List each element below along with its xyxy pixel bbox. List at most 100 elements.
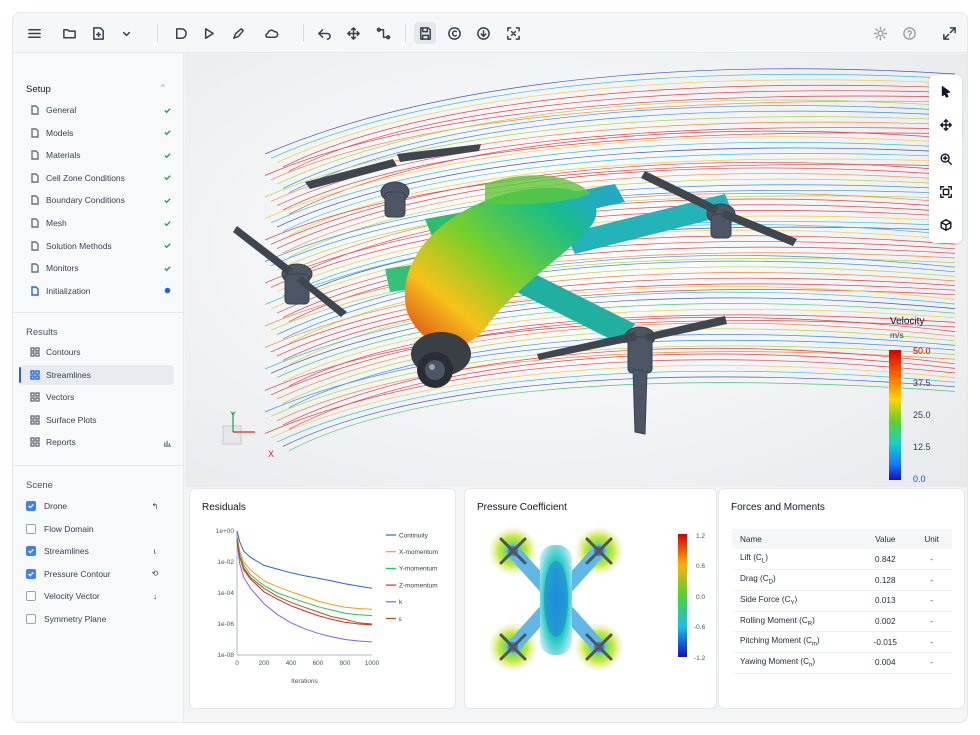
force-name-text: Yawing Moment (C xyxy=(740,656,810,666)
results-item[interactable]: Surface Plots xyxy=(19,410,174,430)
force-name-text: Side Force (C xyxy=(740,594,791,604)
new-file-icon[interactable] xyxy=(87,22,109,44)
settings-icon[interactable] xyxy=(869,22,891,44)
scene-item[interactable]: Drone ↰ xyxy=(13,496,168,516)
checkbox[interactable] xyxy=(26,568,36,579)
y-tick-label: 1e-08 xyxy=(217,652,234,659)
axis-x-label: X xyxy=(268,449,274,459)
checkbox[interactable] xyxy=(26,614,36,624)
move-icon[interactable] xyxy=(937,116,954,133)
force-name: Side Force (CY) xyxy=(732,590,860,612)
scene-action-icon[interactable]: ⍳ xyxy=(153,546,157,556)
undo-icon[interactable] xyxy=(313,22,335,44)
checkbox[interactable] xyxy=(26,523,36,534)
cube-icon[interactable] xyxy=(937,216,954,233)
x-axis-label: Iterations xyxy=(291,678,318,685)
pressure-panel: Pressure Coefficient 1.2 0.6 0.0 -0.6 -1… xyxy=(464,488,717,709)
check-icon xyxy=(162,218,172,228)
shape-icon[interactable] xyxy=(169,22,191,44)
scene-action-icon[interactable]: ⟲ xyxy=(151,569,159,579)
results-item[interactable]: Streamlines xyxy=(19,364,174,385)
setup-item-label: Monitors xyxy=(46,263,79,274)
checkbox[interactable] xyxy=(26,546,36,557)
force-paren: ) xyxy=(773,574,776,584)
legend-tick: 0.0 xyxy=(913,474,926,484)
setup-item[interactable]: Monitors xyxy=(19,258,174,278)
force-unit: - xyxy=(911,631,952,653)
residuals-panel: Residuals 1e+00 1e-02 1e-04 1e-06 1e-08 0 200 4… xyxy=(189,488,456,709)
setup-item[interactable]: Materials xyxy=(19,145,174,165)
results-item[interactable]: Reports xyxy=(19,432,174,452)
force-value: 0.004 xyxy=(859,652,912,674)
check-icon xyxy=(162,173,172,183)
download-icon[interactable] xyxy=(472,22,494,44)
scene-item-label: Flow Domain xyxy=(44,523,94,534)
pressure-title: Pressure Coefficient xyxy=(477,502,567,513)
scene-item[interactable]: Pressure Contour ⟲ xyxy=(13,564,168,584)
residuals-title: Residuals xyxy=(202,502,246,513)
path-icon[interactable] xyxy=(372,22,394,44)
col-name: Name xyxy=(732,529,860,549)
pointer-icon[interactable] xyxy=(937,83,954,100)
scene-item[interactable]: Symmetry Plane xyxy=(13,609,168,629)
legend-label: ε xyxy=(399,616,402,623)
results-item-label: Reports xyxy=(46,437,76,448)
file-icon xyxy=(30,263,40,273)
save-icon[interactable] xyxy=(414,22,436,44)
scene-item[interactable]: Flow Domain xyxy=(13,519,168,539)
setup-item-label: Mesh xyxy=(46,218,67,228)
results-item[interactable]: Contours xyxy=(19,342,174,362)
setup-item[interactable]: Initialization xyxy=(19,281,174,301)
menu-icon[interactable] xyxy=(23,22,45,44)
edit-icon[interactable] xyxy=(227,22,249,44)
check-icon xyxy=(162,263,172,273)
scene-action-icon[interactable]: ↓ xyxy=(153,591,157,601)
collapse-icon[interactable]: ⌃ xyxy=(159,83,167,93)
velocity-colorbar xyxy=(889,350,901,480)
frame-icon[interactable] xyxy=(937,183,954,200)
copyright-icon[interactable] xyxy=(443,22,465,44)
cloud-icon[interactable] xyxy=(260,22,282,44)
setup-item[interactable]: Models xyxy=(19,123,174,143)
pressure-tick: 0.0 xyxy=(696,594,705,601)
chart-icon[interactable] xyxy=(162,437,172,447)
y-tick-label: 1e-02 xyxy=(217,559,234,566)
setup-item[interactable]: Cell Zone Conditions xyxy=(19,168,174,188)
force-name-text: Pitching Moment (C xyxy=(740,636,812,646)
setup-item[interactable]: Boundary Conditions xyxy=(19,190,174,210)
series-line xyxy=(236,539,373,625)
pressure-tick: -1.2 xyxy=(694,655,706,662)
play-icon[interactable] xyxy=(197,22,219,44)
move-icon[interactable] xyxy=(342,22,364,44)
scene-item[interactable]: Streamlines ⍳ xyxy=(13,541,168,561)
setup-item[interactable]: Mesh xyxy=(19,213,174,233)
help-icon[interactable] xyxy=(898,22,920,44)
results-item[interactable]: Vectors xyxy=(19,387,174,407)
grid-icon xyxy=(30,369,40,380)
check-icon xyxy=(162,105,172,115)
setup-item-label: Materials xyxy=(46,150,81,161)
scene-action-icon[interactable]: ↰ xyxy=(151,501,159,511)
col-unit: Unit xyxy=(911,529,952,549)
table-row: Pitching Moment (Cm) -0.015- xyxy=(732,631,952,653)
scene-item[interactable]: Velocity Vector ↓ xyxy=(13,586,168,606)
3d-viewport[interactable]: Y X Velocity m/s 50.0 37.5 25.0 12.5 0.0 xyxy=(185,54,967,487)
force-name-text: Drag (C xyxy=(740,574,769,584)
force-subscript: n xyxy=(809,662,813,669)
checkbox[interactable] xyxy=(26,501,36,511)
results-item-label: Surface Plots xyxy=(46,414,97,425)
legend-tick: 50.0 xyxy=(913,346,931,356)
force-subscript: D xyxy=(768,579,774,586)
fullscreen-icon[interactable] xyxy=(938,22,960,44)
folder-icon[interactable] xyxy=(58,22,80,44)
setup-item-label: General xyxy=(46,105,77,115)
chevron-down-icon[interactable] xyxy=(115,22,137,44)
fit-icon[interactable] xyxy=(502,22,524,44)
x-tick-label: 200 xyxy=(259,660,270,667)
checkbox[interactable] xyxy=(26,591,36,602)
zoom-icon[interactable] xyxy=(937,150,954,167)
setup-item[interactable]: Solution Methods xyxy=(19,236,174,256)
series-line xyxy=(236,541,373,643)
setup-item[interactable]: General xyxy=(19,100,174,120)
table-row: Drag (CD) 0.128- xyxy=(732,569,952,591)
